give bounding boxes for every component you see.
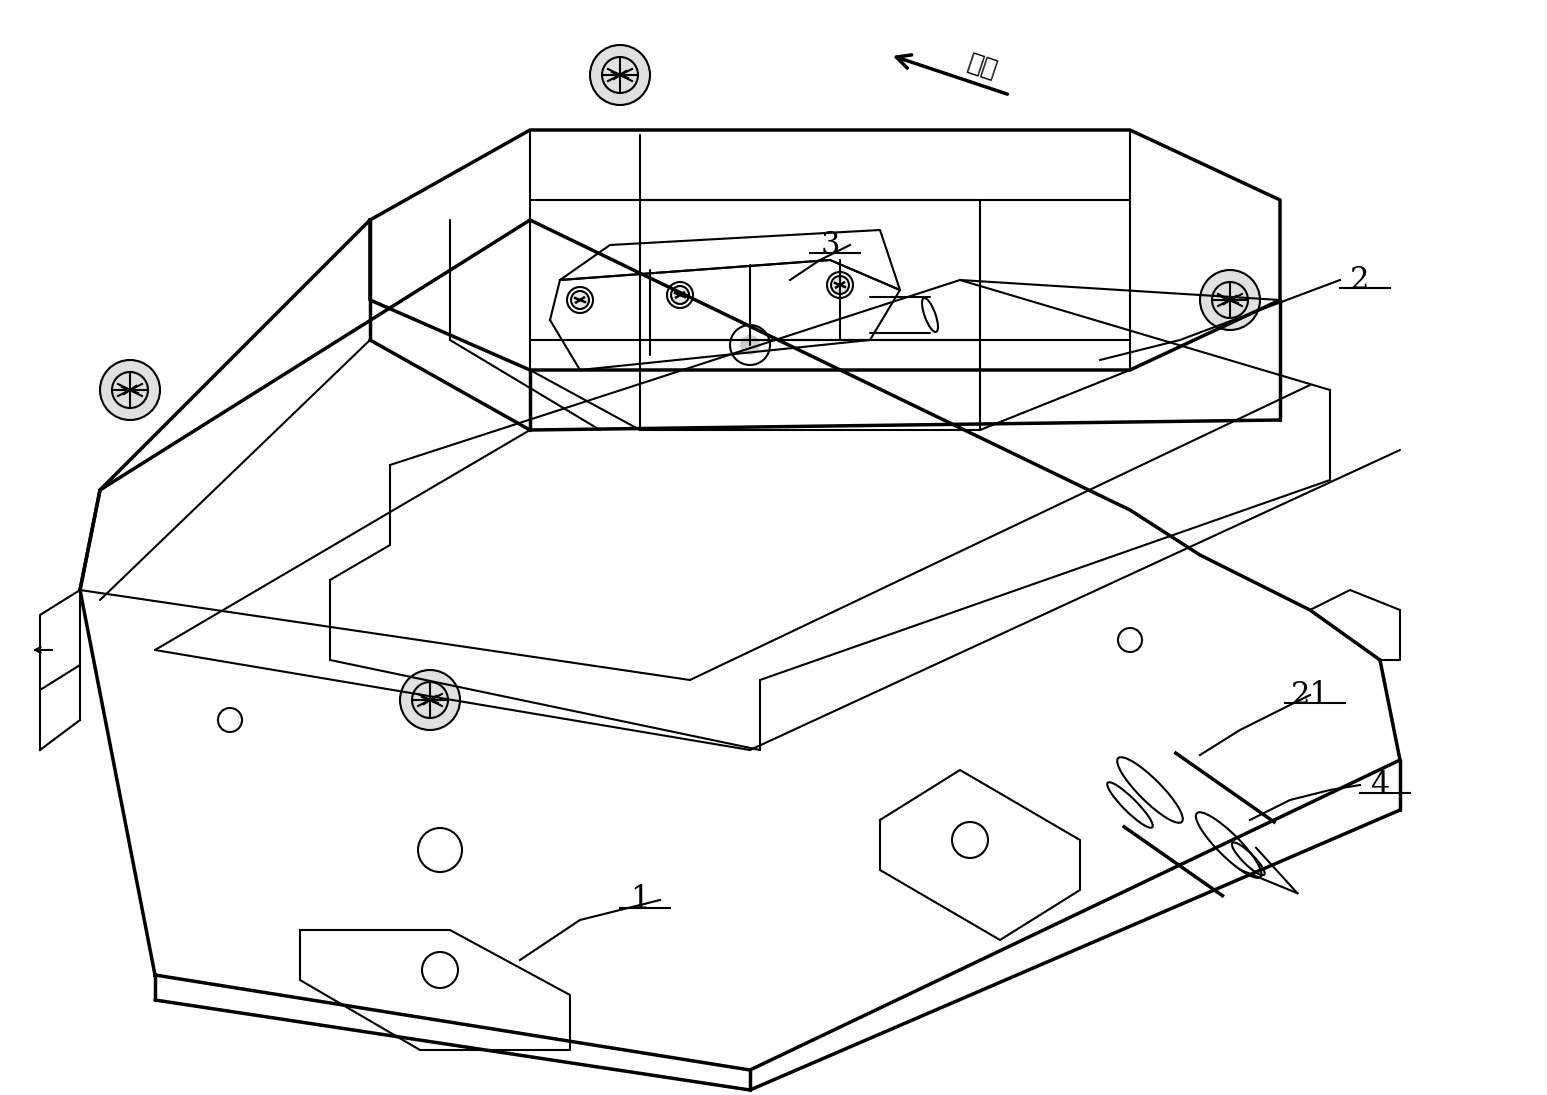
Circle shape [1200, 270, 1259, 330]
Circle shape [416, 685, 444, 714]
Circle shape [831, 276, 849, 293]
Text: 3: 3 [820, 230, 840, 261]
Circle shape [116, 376, 144, 404]
Circle shape [739, 335, 760, 355]
Text: 2: 2 [1351, 265, 1369, 296]
Circle shape [401, 670, 459, 730]
Text: 4: 4 [1371, 770, 1389, 800]
Circle shape [671, 286, 688, 304]
Text: 1: 1 [630, 885, 650, 915]
Circle shape [589, 45, 650, 105]
Text: 向后: 向后 [962, 49, 998, 81]
Circle shape [101, 360, 159, 420]
Circle shape [571, 291, 589, 309]
Circle shape [606, 61, 634, 89]
Circle shape [1216, 286, 1244, 314]
Text: 21: 21 [1290, 680, 1329, 711]
